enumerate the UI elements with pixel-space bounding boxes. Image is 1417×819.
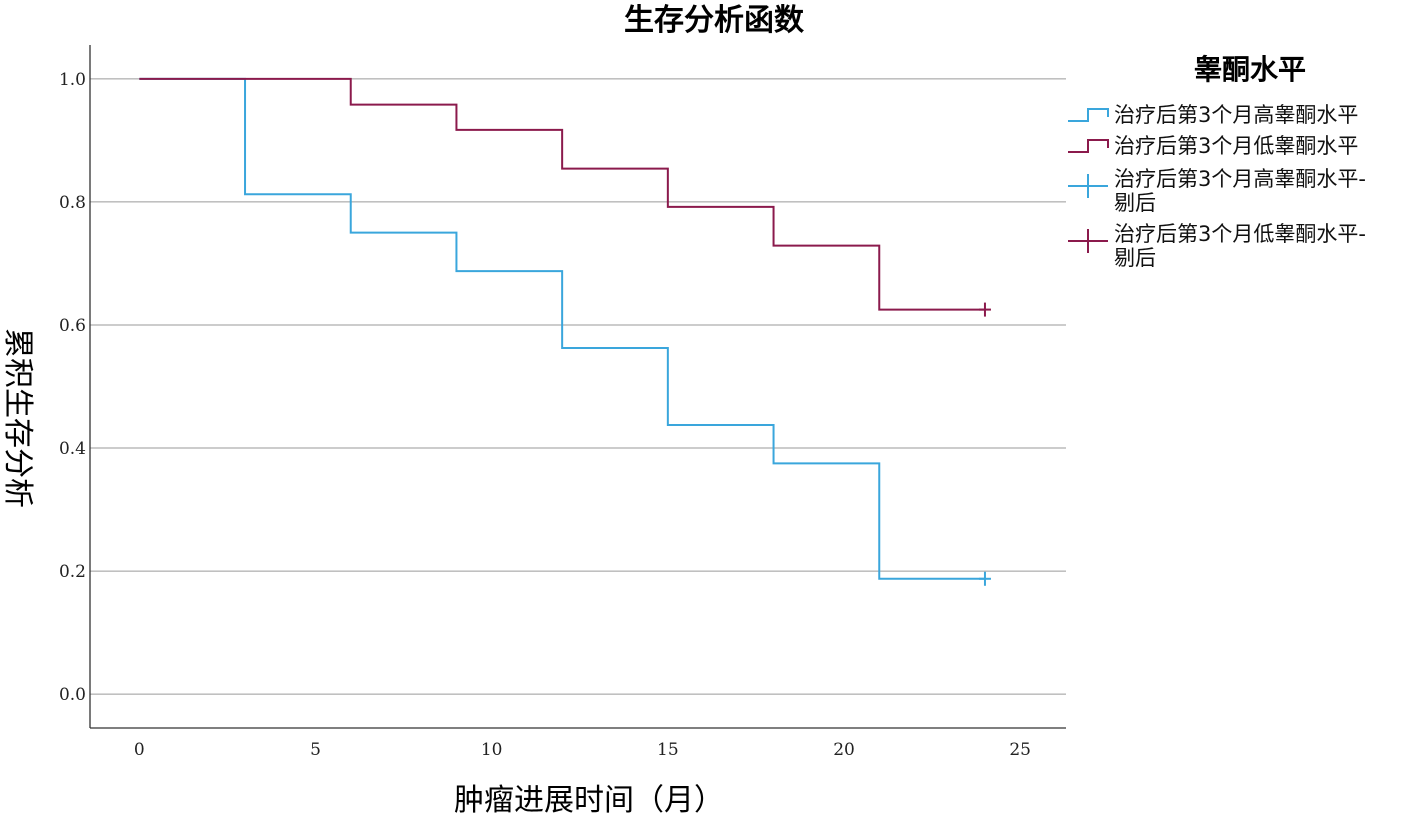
legend-plus-swatch bbox=[1068, 174, 1108, 198]
censor-marker bbox=[978, 571, 991, 586]
y-tick-label: 0.8 bbox=[59, 193, 86, 213]
legend-entry: 治疗后第3个月高睾酮水平-剔后 bbox=[1068, 167, 1366, 215]
y-tick-label: 0.0 bbox=[59, 685, 86, 705]
legend-step-swatch bbox=[1068, 108, 1109, 122]
legend-entry: 治疗后第3个月低睾酮水平 bbox=[1068, 134, 1358, 158]
series-group bbox=[139, 77, 991, 586]
y-tick-label: 1.0 bbox=[59, 70, 86, 90]
y-axis-label: 累积生存分析 bbox=[0, 328, 35, 508]
y-tick-label: 0.2 bbox=[59, 562, 86, 582]
y-tick-label: 0.6 bbox=[59, 316, 86, 336]
x-tick-label: 0 bbox=[134, 740, 145, 760]
x-tick-label: 25 bbox=[1009, 740, 1031, 760]
legend-plus-swatch bbox=[1068, 229, 1108, 253]
x-tick-labels: 0 5 10 15 20 25 bbox=[134, 740, 1031, 760]
legend-entry: 治疗后第3个月低睾酮水平-剔后 bbox=[1068, 222, 1366, 270]
legend: 睾酮水平 治疗后第3个月高睾酮水平治疗后第3个月低睾酮水平治疗后第3个月高睾酮水… bbox=[1068, 53, 1366, 270]
x-axis-label: 肿瘤进展时间（月） bbox=[454, 783, 724, 818]
legend-entry: 治疗后第3个月高睾酮水平 bbox=[1068, 103, 1358, 127]
legend-step-swatch bbox=[1068, 139, 1109, 153]
legend-label: 治疗后第3个月高睾酮水平 bbox=[1114, 103, 1358, 127]
survival-curve-1 bbox=[139, 77, 985, 580]
legend-label-line2: 剔后 bbox=[1114, 191, 1156, 215]
chart-title: 生存分析函数 bbox=[624, 3, 805, 38]
legend-title: 睾酮水平 bbox=[1194, 53, 1306, 86]
legend-label: 治疗后第3个月高睾酮水平- bbox=[1114, 167, 1366, 191]
y-tick-labels: 0.0 0.2 0.4 0.6 0.8 1.0 bbox=[59, 70, 86, 705]
legend-label: 治疗后第3个月低睾酮水平- bbox=[1114, 222, 1366, 246]
legend-label: 治疗后第3个月低睾酮水平 bbox=[1114, 134, 1358, 158]
x-tick-label: 20 bbox=[833, 740, 855, 760]
y-tick-label: 0.4 bbox=[59, 439, 86, 459]
censor-marker bbox=[978, 302, 991, 317]
survival-curve-2 bbox=[139, 77, 985, 311]
grid-lines bbox=[90, 78, 1066, 695]
legend-label-line2: 剔后 bbox=[1114, 246, 1156, 270]
x-tick-label: 10 bbox=[481, 740, 503, 760]
x-tick-label: 5 bbox=[310, 740, 321, 760]
x-tick-label: 15 bbox=[657, 740, 679, 760]
